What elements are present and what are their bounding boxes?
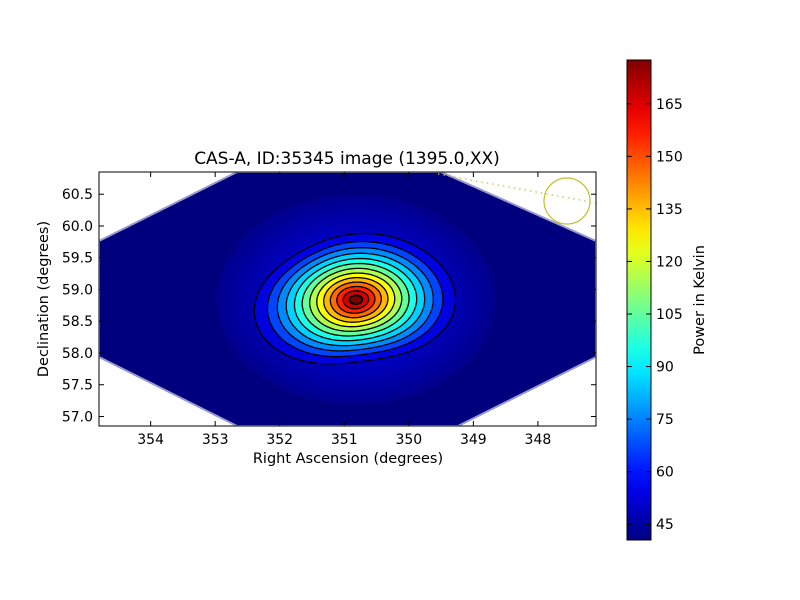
contour-line-9 (329, 281, 383, 319)
y-tick-label: 57.0 (62, 409, 93, 425)
colorbar-tick-label: 75 (656, 412, 674, 428)
contour-line-12 (348, 294, 364, 306)
plot-area (98, 171, 597, 427)
beam-marker-circle (543, 177, 591, 225)
x-tick-label: 354 (137, 432, 164, 448)
x-axis: 354 353 352 351 350 349 348 (137, 172, 551, 448)
colorbar-tick-label: 90 (656, 360, 674, 376)
y-axis-label: Declination (degrees) (36, 221, 52, 377)
colorbar-label: Power in Kelvin (692, 245, 708, 355)
contour-line-5 (301, 262, 410, 337)
y-axis: 57.0 57.5 58.0 58.5 59.0 59.5 60.0 60.5 (62, 187, 596, 425)
contour-line-0 (253, 232, 457, 365)
colorbar-tick-label: 60 (656, 465, 674, 481)
contour-line-1 (266, 240, 444, 358)
colorbar-tick-label: 150 (656, 149, 683, 165)
x-tick-label: 349 (460, 432, 487, 448)
x-tick-label: 350 (395, 432, 422, 448)
y-tick-label: 59.0 (62, 282, 93, 298)
contour-line-8 (323, 276, 389, 323)
heatmap-image (215, 194, 496, 405)
contour-line-4 (293, 257, 418, 342)
y-tick-label: 60.5 (62, 187, 93, 203)
x-axis-label: Right Ascension (degrees) (253, 451, 443, 467)
x-tick-label: 348 (525, 432, 552, 448)
colorbar-gradient (626, 59, 652, 541)
y-tick-label: 58.5 (62, 314, 93, 330)
colorbar-tick-label: 165 (656, 97, 683, 113)
x-tick-label: 351 (331, 432, 358, 448)
contour-lines (253, 232, 457, 365)
y-tick-label: 59.5 (62, 251, 93, 267)
contour-line-7 (316, 272, 396, 328)
contour-line-10 (336, 285, 376, 314)
colorbar-tick-label: 45 (656, 517, 674, 533)
y-tick-label: 57.5 (62, 378, 93, 394)
x-tick-label: 352 (266, 432, 293, 448)
axes-frame (98, 171, 597, 427)
y-tick-label: 60.0 (62, 219, 93, 235)
colorbar-tick-label: 105 (656, 307, 683, 323)
x-tick-label: 353 (202, 432, 229, 448)
colorbar: 45 60 75 90 105 120 135 150 165 Power in Kelvin (626, 59, 708, 541)
contour-line-2 (276, 247, 434, 352)
colorbar-ticks: 45 60 75 90 105 120 135 150 165 (627, 97, 683, 533)
contour-line-11 (342, 290, 370, 310)
chart-title: CAS-A, ID:35345 image (1395.0,XX) (194, 149, 500, 169)
colorbar-tick-label: 120 (656, 254, 683, 270)
colorbar-tick-label: 135 (656, 202, 683, 218)
contour-line-6 (309, 267, 403, 332)
y-tick-label: 58.0 (62, 346, 93, 362)
contour-line-3 (285, 252, 426, 347)
